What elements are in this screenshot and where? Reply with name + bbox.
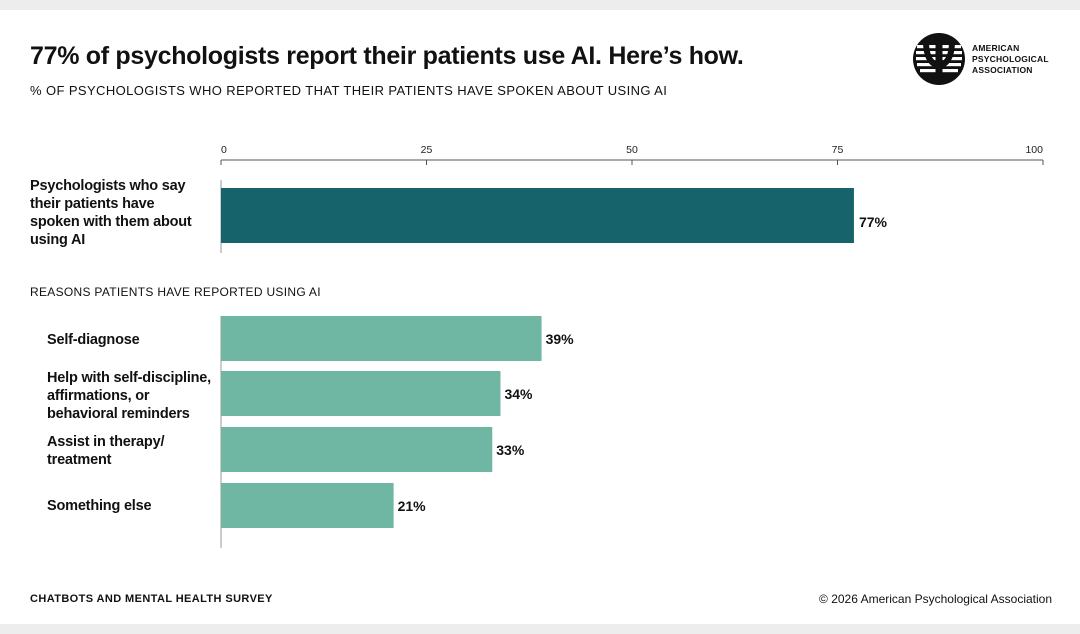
reason-label-2: Help with self-discipline, affirmations,… (47, 370, 211, 422)
reason-label-4: Something else (47, 498, 152, 514)
chart-subtitle: % OF PSYCHOLOGISTS WHO REPORTED THAT THE… (30, 83, 668, 98)
reason-label-3: Assist in therapy/ treatment (47, 434, 165, 468)
reason-value-label: 21% (398, 498, 427, 514)
reason-bar (221, 371, 501, 416)
x-tick-label: 25 (421, 144, 433, 156)
footer-source: CHATBOTS AND MENTAL HEALTH SURVEY (30, 593, 273, 605)
primary-value-label: 77% (859, 214, 888, 230)
reason-value-label: 34% (504, 386, 533, 402)
x-tick-label: 50 (626, 144, 638, 156)
logo-line-2: PSYCHOLOGICAL (972, 54, 1049, 64)
bar-chart: 0 25 50 75 100 77% 39% 34% 33% 21% (220, 144, 1044, 548)
reason-bar (221, 427, 493, 472)
chart-card: 77% of psychologists report their patien… (0, 10, 1080, 624)
x-tick-label: 100 (1025, 144, 1043, 156)
chart-title: 77% of psychologists report their patien… (30, 42, 744, 70)
apa-logo: AMERICAN PSYCHOLOGICAL ASSOCIATION (912, 32, 1062, 92)
x-tick-label: 0 (221, 144, 227, 156)
x-tick-label: 75 (832, 144, 844, 156)
logo-wordmark: AMERICAN PSYCHOLOGICAL ASSOCIATION (972, 43, 1049, 76)
logo-line-1: AMERICAN (972, 43, 1020, 53)
logo-line-3: ASSOCIATION (972, 65, 1033, 75)
reason-value-label: 33% (496, 442, 525, 458)
reason-value-label: 39% (546, 331, 575, 347)
footer-copyright: © 2026 American Psychological Associatio… (819, 592, 1052, 606)
reason-bar (221, 483, 394, 528)
psi-logo-icon (913, 33, 965, 85)
primary-bar (221, 188, 854, 243)
reason-label-1: Self-diagnose (47, 332, 140, 348)
reasons-section-label: REASONS PATIENTS HAVE REPORTED USING AI (30, 285, 321, 299)
reason-bar (221, 316, 542, 361)
primary-category-label: Psychologists who say their patients hav… (30, 178, 192, 248)
